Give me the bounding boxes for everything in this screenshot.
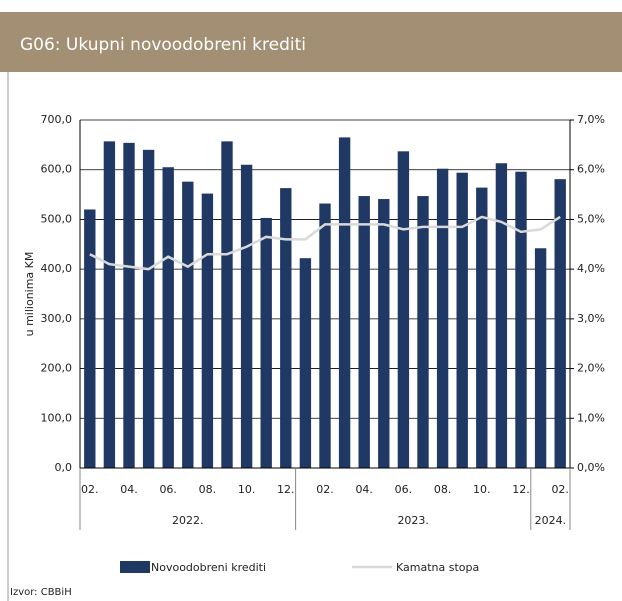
y2-tick-label: 5,0%	[577, 212, 605, 225]
header-band	[0, 12, 622, 72]
bar	[554, 179, 566, 468]
y-tick-label: 500,0	[41, 212, 73, 225]
bar	[221, 141, 233, 468]
x-tick-label: 06.	[159, 483, 177, 496]
bar	[495, 163, 508, 468]
x-tick-label: 06.	[395, 483, 413, 496]
x-tick-label: 12.	[277, 483, 295, 496]
bar	[397, 151, 410, 468]
y2-tick-label: 4,0%	[577, 262, 605, 275]
bar	[201, 193, 214, 468]
y-tick-label: 0,0	[55, 461, 73, 474]
bar	[103, 141, 116, 468]
bar	[319, 203, 331, 468]
bar	[84, 209, 96, 468]
bar	[280, 188, 292, 468]
group-label: 2022.	[172, 514, 204, 527]
y2-tick-label: 7,0%	[577, 113, 605, 126]
bar	[456, 172, 468, 468]
x-tick-label: 08.	[434, 483, 452, 496]
x-tick-label: 10.	[473, 483, 491, 496]
y-tick-label: 300,0	[41, 312, 73, 325]
x-tick-label: 10.	[238, 483, 256, 496]
x-tick-label: 02.	[316, 483, 334, 496]
x-tick-label: 04.	[355, 483, 373, 496]
line	[89, 215, 561, 271]
legend-label: Novoodobreni krediti	[151, 561, 266, 574]
chart-title: G06: Ukupni novoodobreni krediti	[20, 35, 306, 55]
bar	[378, 199, 390, 468]
y-tick-label: 600,0	[41, 163, 73, 176]
y2-tick-label: 3,0%	[577, 312, 605, 325]
y-axis-label: u milionima KM	[23, 252, 36, 337]
bar	[162, 167, 174, 468]
bar	[534, 248, 547, 468]
legend-label: Kamatna stopa	[396, 561, 479, 574]
bar	[338, 137, 351, 468]
group-label: 2024.	[535, 514, 567, 527]
x-tick-label: 08.	[199, 483, 217, 496]
bar	[436, 168, 449, 468]
bar	[476, 187, 488, 468]
bar	[142, 149, 155, 469]
y-tick-label: 700,0	[41, 113, 73, 126]
bar	[123, 142, 135, 468]
bar	[182, 181, 194, 468]
y-tick-label: 200,0	[41, 362, 73, 375]
group-label: 2023.	[397, 514, 429, 527]
y2-tick-label: 2,0%	[577, 362, 605, 375]
source: Izvor: CBBiH	[10, 587, 72, 598]
bar	[515, 171, 527, 468]
y-tick-label: 100,0	[41, 411, 73, 424]
x-tick-label: 02.	[81, 483, 99, 496]
bar	[260, 217, 272, 468]
bar	[358, 196, 370, 468]
x-tick-label: 12.	[512, 483, 530, 496]
y2-tick-label: 0,0%	[577, 461, 605, 474]
legend-swatch	[120, 561, 150, 573]
bar	[417, 196, 429, 468]
y2-tick-label: 1,0%	[577, 411, 605, 424]
x-tick-label: 02.	[551, 483, 569, 496]
bar	[299, 258, 312, 468]
bar	[240, 164, 253, 468]
y2-tick-label: 6,0%	[577, 163, 605, 176]
x-tick-label: 04.	[120, 483, 138, 496]
y-tick-label: 400,0	[41, 262, 73, 275]
